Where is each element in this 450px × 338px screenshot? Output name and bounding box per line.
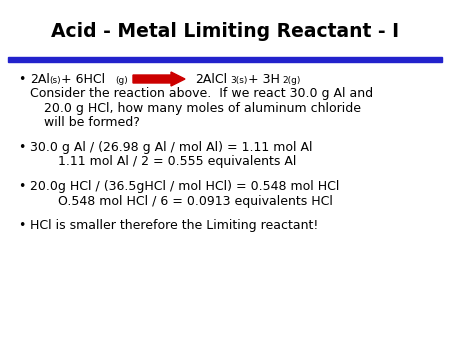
Text: 3(s): 3(s)	[230, 76, 248, 85]
Text: 20.0g HCl / (36.5gHCl / mol HCl) = 0.548 mol HCl: 20.0g HCl / (36.5gHCl / mol HCl) = 0.548…	[30, 180, 339, 193]
Text: •: •	[18, 73, 25, 86]
Text: •: •	[18, 219, 25, 232]
Bar	[8, 57, 442, 62]
Text: 2Al: 2Al	[30, 73, 50, 86]
Text: •: •	[18, 141, 25, 154]
Text: + 6HCl: + 6HCl	[61, 73, 105, 86]
Text: will be formed?: will be formed?	[44, 117, 140, 129]
Text: HCl is smaller therefore the Limiting reactant!: HCl is smaller therefore the Limiting re…	[30, 219, 319, 232]
Text: Consider the reaction above.  If we react 30.0 g Al and: Consider the reaction above. If we react…	[30, 88, 373, 100]
FancyArrow shape	[133, 72, 185, 86]
Text: Acid - Metal Limiting Reactant - I: Acid - Metal Limiting Reactant - I	[51, 22, 399, 41]
Text: O.548 mol HCl / 6 = 0.0913 equivalents HCl: O.548 mol HCl / 6 = 0.0913 equivalents H…	[58, 194, 333, 208]
Text: 30.0 g Al / (26.98 g Al / mol Al) = 1.11 mol Al: 30.0 g Al / (26.98 g Al / mol Al) = 1.11…	[30, 141, 312, 154]
Text: (s): (s)	[49, 76, 61, 85]
Text: 20.0 g HCl, how many moles of aluminum chloride: 20.0 g HCl, how many moles of aluminum c…	[44, 102, 361, 115]
Text: 1.11 mol Al / 2 = 0.555 equivalents Al: 1.11 mol Al / 2 = 0.555 equivalents Al	[58, 155, 297, 169]
Text: 2AlCl: 2AlCl	[195, 73, 227, 86]
Text: 2(g): 2(g)	[282, 76, 301, 85]
Text: •: •	[18, 180, 25, 193]
Text: (g): (g)	[115, 76, 128, 85]
Text: + 3H: + 3H	[248, 73, 280, 86]
